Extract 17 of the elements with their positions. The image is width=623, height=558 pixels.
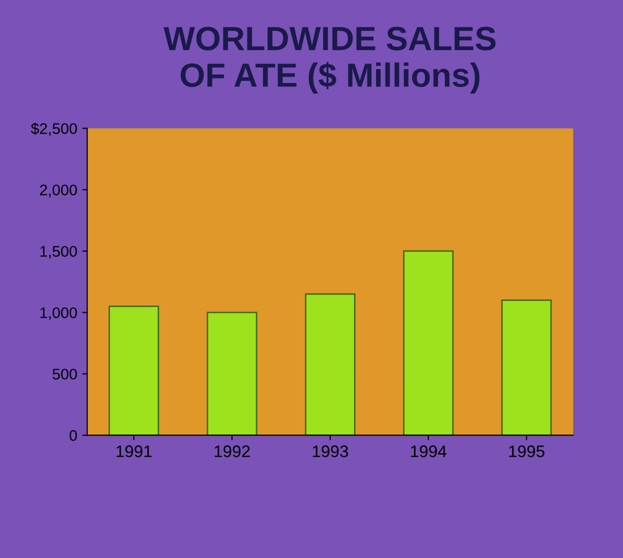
y-tick-label: $2,500	[30, 122, 77, 136]
bar	[304, 293, 356, 436]
x-tick-label: 1994	[411, 445, 446, 458]
bar	[206, 312, 258, 436]
y-tick-label: 0	[70, 430, 77, 441]
bar	[108, 306, 160, 436]
x-tick-label: 1995	[509, 445, 544, 458]
bar	[501, 300, 552, 436]
y-tick-label: 1,500	[40, 246, 77, 259]
x-tick-label: 1992	[214, 445, 250, 458]
y-tick-label: 1,000	[40, 307, 77, 320]
x-tick-label: 1991	[116, 445, 152, 458]
chart-title: WORLDWIDE SALES OF ATE ($ Millions)	[164, 26, 496, 94]
y-tick-label: 500	[52, 368, 77, 380]
y-tick-label: 2,000	[40, 184, 77, 198]
x-tick-label: 1993	[312, 445, 348, 458]
bar	[403, 250, 454, 436]
